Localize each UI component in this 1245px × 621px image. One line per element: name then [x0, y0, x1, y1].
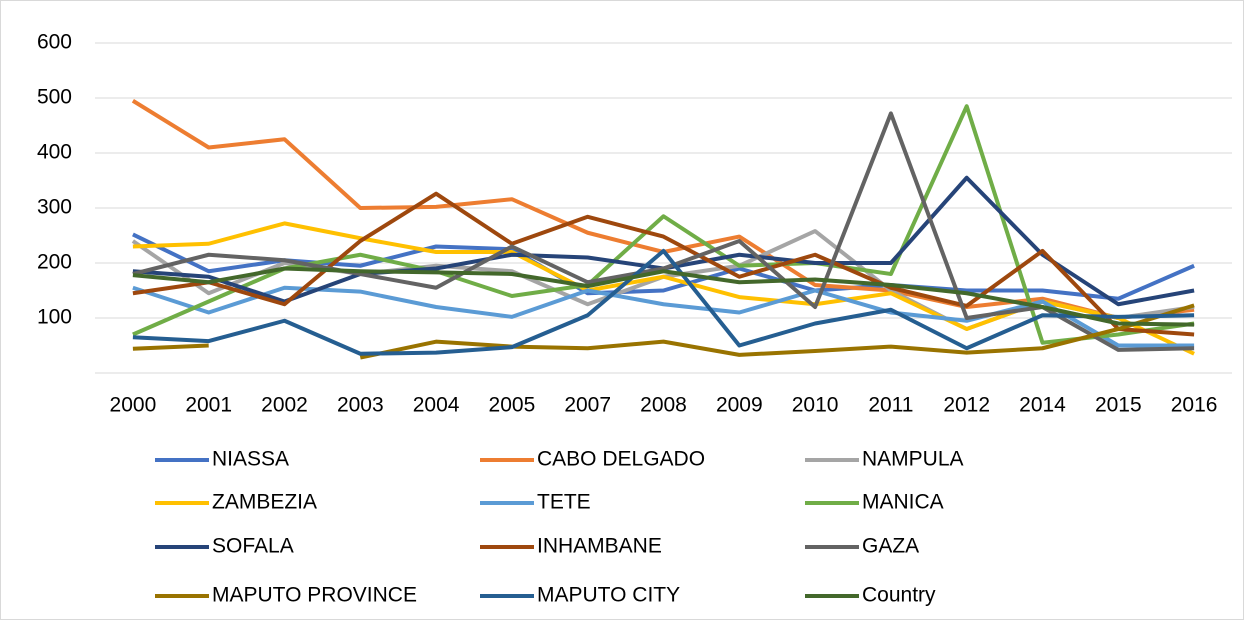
x-tick-label: 2004: [413, 394, 460, 417]
x-tick-label: 2002: [261, 394, 308, 417]
x-tick-label: 2001: [185, 394, 232, 417]
x-tick-label: 2003: [337, 394, 384, 417]
series-line: [132, 248, 1195, 356]
x-tick-label: 2015: [1095, 394, 1142, 417]
legend-label: INHAMBANE: [537, 535, 662, 558]
x-tick-label: 2012: [943, 394, 990, 417]
y-tick-label: 300: [37, 196, 72, 219]
legend-label: NAMPULA: [862, 448, 964, 471]
x-tick-label: 2016: [1171, 394, 1218, 417]
legend-label: MAPUTO CITY: [537, 584, 680, 607]
x-tick-label: 2009: [716, 394, 763, 417]
x-tick-label: 2008: [640, 394, 687, 417]
legend-label: CABO DELGADO: [537, 448, 705, 471]
series-line: [132, 111, 1195, 352]
legend-label: Country: [862, 584, 936, 607]
x-tick-label: 2007: [564, 394, 611, 417]
y-tick-label: 500: [37, 86, 72, 109]
x-tick-label: 2014: [1019, 394, 1066, 417]
series-line: [132, 191, 1195, 337]
x-tick-label: 2010: [792, 394, 839, 417]
series-line: [132, 285, 1195, 348]
legend-label: SOFALA: [212, 535, 294, 558]
series-line: [132, 303, 1195, 360]
legend-label: TETE: [537, 491, 591, 514]
y-tick-label: 200: [37, 251, 72, 274]
x-tick-label: 2005: [489, 394, 536, 417]
series-line: [132, 266, 1195, 327]
legend-label: ZAMBEZIA: [212, 491, 317, 514]
legend-label: GAZA: [862, 535, 919, 558]
legend-label: MAPUTO PROVINCE: [212, 584, 417, 607]
legend-label: NIASSA: [212, 448, 289, 471]
legend-label: MANICA: [862, 491, 944, 514]
y-tick-label: 400: [37, 141, 72, 164]
x-tick-label: 2000: [110, 394, 157, 417]
y-tick-label: 600: [37, 31, 72, 54]
y-tick-label: 100: [37, 306, 72, 329]
x-tick-label: 2011: [868, 394, 913, 417]
